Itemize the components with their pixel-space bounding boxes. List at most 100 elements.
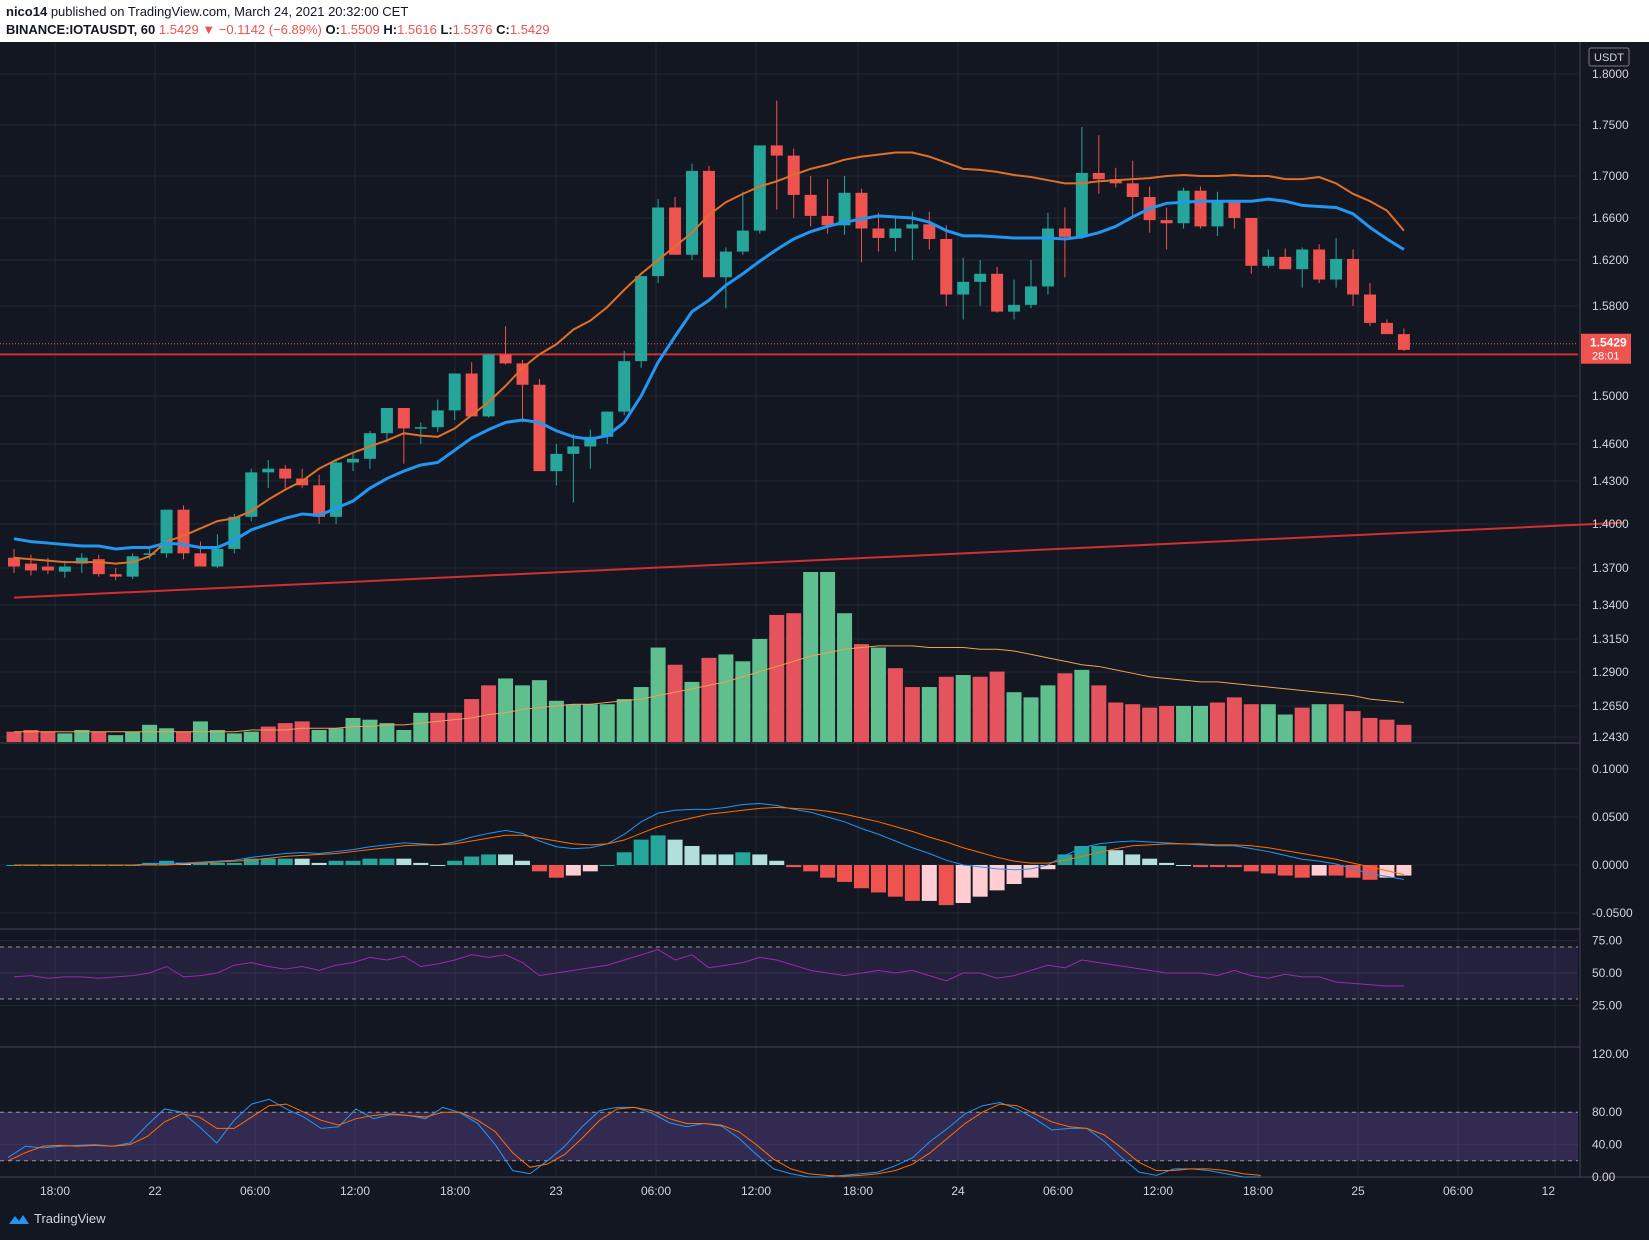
volume-bar [1345, 711, 1361, 742]
candle-body [1109, 179, 1122, 184]
candle-body [1075, 172, 1088, 237]
macd-histogram-bar [1243, 865, 1259, 872]
candle-body [1364, 294, 1376, 323]
macd-histogram-bar [633, 839, 649, 865]
volume-bar [464, 699, 480, 742]
candle-body [1279, 256, 1292, 270]
volume-bar [701, 657, 717, 742]
macd-histogram-bar [192, 862, 208, 865]
volume-bar [413, 712, 429, 742]
footer: TradingView [0, 1202, 1649, 1240]
tradingview-logo-icon [9, 1214, 29, 1224]
volume-bar [786, 613, 802, 742]
volume-bar [1209, 702, 1225, 742]
volume-bar [498, 678, 514, 742]
volume-bar [887, 668, 903, 742]
candle-body [448, 373, 461, 411]
volume-bar [548, 700, 564, 742]
macd-histogram-bar [1040, 865, 1056, 870]
candle-body [431, 410, 444, 428]
candle-body [1126, 183, 1139, 197]
price-tick-label: 1.6200 [1592, 253, 1629, 267]
volume-bar [752, 638, 768, 742]
candle-body [618, 361, 631, 412]
candle-body [279, 468, 292, 479]
volume-bar [904, 687, 920, 742]
time-tick-label: 18:00 [40, 1184, 70, 1198]
candle-body [1194, 190, 1207, 227]
macd-histogram-bar [582, 865, 598, 872]
macd-histogram-bar [1277, 865, 1293, 876]
price-tick-label: 1.4300 [1592, 474, 1629, 488]
macd-histogram-bar [1226, 865, 1242, 868]
volume-bar [447, 712, 463, 742]
volume-bar [57, 733, 73, 742]
grid-lines [0, 42, 1578, 1178]
macd-histogram-bar [854, 865, 869, 889]
stoch-tick-label: 40.00 [1592, 1138, 1622, 1152]
last-price-badge [1581, 333, 1631, 364]
volume-bar [1125, 704, 1141, 742]
candle-body [1211, 201, 1224, 227]
price-tick-label: 1.3400 [1592, 598, 1629, 612]
macd-histogram-bar [328, 860, 344, 865]
candle-body [906, 224, 919, 229]
price-axis[interactable]: USDT 1.8000 1.7500 1.7000 1.6600 1.6200 1.5800… [1581, 47, 1633, 1184]
candle-body [126, 556, 139, 577]
macd-histogram-bar [277, 858, 293, 865]
candle-body [635, 276, 648, 362]
candle-body [991, 273, 1004, 312]
time-tick-label: 06:00 [641, 1184, 671, 1198]
volume-bar [311, 729, 327, 742]
macd-histogram-bar [481, 854, 497, 865]
macd-histogram-bar [565, 865, 581, 876]
candle-body [550, 453, 563, 472]
macd-histogram-bar [1108, 850, 1124, 865]
candle-body [1092, 172, 1105, 180]
volume-bar [616, 699, 632, 742]
volume-bar [837, 613, 853, 742]
tradingview-logo[interactable]: TradingView [8, 1211, 106, 1226]
stoch-d-line [7, 1103, 1261, 1177]
symbol-label[interactable]: BINANCE:IOTAUSDT, 60 [6, 22, 156, 37]
currency-label: USDT [1594, 52, 1624, 64]
moving-averages [13, 151, 1405, 565]
candle-body [1313, 249, 1326, 280]
price-tick-label: 1.8000 [1592, 67, 1629, 81]
time-tick-label: 12 [1542, 1184, 1556, 1198]
macd-histogram-bar [599, 865, 615, 866]
volume-bar [142, 724, 158, 742]
macd-histogram-bar [209, 862, 225, 865]
macd-histogram-bar [616, 852, 632, 865]
macd-histogram-bar [701, 854, 717, 865]
candle-body [1025, 286, 1037, 305]
volume-bar [633, 687, 649, 742]
volume-bar [345, 717, 361, 742]
time-tick-label: 18:00 [1243, 1184, 1273, 1198]
candle-body [923, 224, 936, 239]
high-value: 1.5616 [397, 22, 437, 37]
candle-body [1160, 220, 1173, 224]
chart-canvas[interactable]: USDT 1.8000 1.7500 1.7000 1.6600 1.6200 1.5800… [0, 42, 1649, 1202]
volume-bar [1023, 697, 1039, 742]
macd-histogram-bar [226, 862, 242, 865]
author-name[interactable]: nico14 [6, 4, 48, 19]
volume-bar [1243, 704, 1259, 742]
candle-body [499, 354, 512, 364]
rsi-band [0, 947, 1578, 999]
candle-body [736, 230, 749, 252]
volume-bar [718, 654, 734, 742]
candle-body [855, 192, 868, 229]
time-tick-label: 24 [951, 1184, 965, 1198]
volume-bar [684, 681, 700, 742]
ema-orange-line [13, 151, 1405, 565]
candle-body [41, 566, 54, 571]
volume-bar [209, 729, 225, 742]
candle-body [974, 273, 987, 282]
time-axis[interactable]: 18:00 22 06:00 12:00 18:00 23 06:00 12:00 18:00 2… [40, 1184, 1555, 1198]
volume-bar [1396, 724, 1412, 742]
time-tick-label: 12:00 [1143, 1184, 1173, 1198]
macd-histogram-bar [362, 858, 378, 865]
macd-tick-label: 0.0000 [1592, 858, 1629, 872]
candle-body [465, 373, 478, 417]
